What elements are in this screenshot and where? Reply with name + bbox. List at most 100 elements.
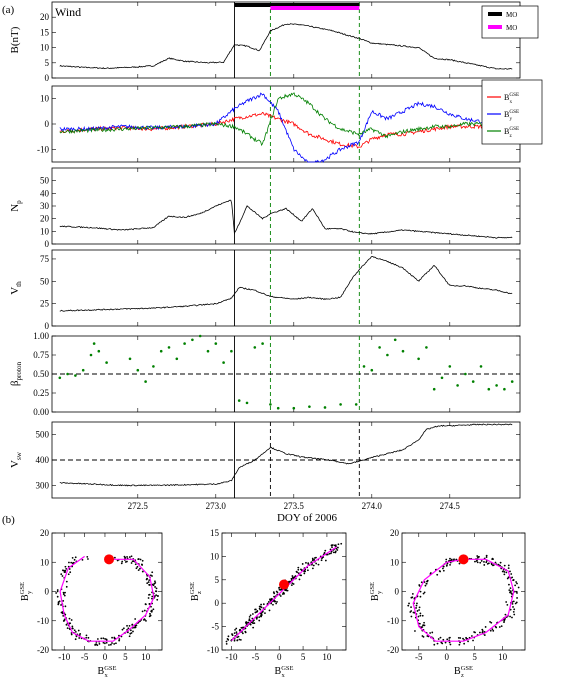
legend-box (481, 79, 543, 145)
x-tick-label: -5 (81, 652, 89, 662)
hodogram-point (321, 557, 323, 560)
x-tick-label: -5 (252, 652, 260, 662)
panel-b-magnitude: 0 5 10 15 20 B(nT) Wind MO MO (9, 1, 539, 83)
hodogram-point (132, 630, 134, 633)
hodogram-point (305, 561, 307, 564)
hodogram-point (503, 618, 506, 621)
hodogram-point (264, 612, 266, 615)
hodogram-point (57, 602, 60, 605)
hodogram-point (251, 613, 254, 615)
y-tick-label: 10 (390, 557, 400, 567)
hodogram-point (241, 632, 244, 635)
hodogram-point (128, 635, 131, 638)
hodogram-point (503, 571, 506, 573)
hodogram-point (463, 642, 466, 645)
legend-label: BGSE z (504, 126, 519, 139)
y-tick-label: 10 (40, 94, 50, 104)
beta-point (58, 376, 62, 380)
hodogram-point (410, 610, 413, 612)
y-tick-label: -20 (387, 645, 399, 655)
y-tick-label: 50 (40, 276, 50, 286)
hodogram-point (253, 622, 256, 625)
hodogram-point (60, 573, 63, 576)
x-tick-label: 274.0 (362, 501, 383, 511)
hodogram-point (149, 614, 152, 617)
series-line (59, 23, 513, 70)
hodogram-point (146, 582, 149, 585)
hodogram-point (124, 557, 127, 559)
y-tick-label: -10 (387, 616, 399, 626)
hodogram-point (60, 604, 62, 606)
hodogram-point (56, 595, 59, 598)
hodogram-point (407, 604, 410, 607)
hodogram-point (296, 571, 299, 574)
y-tick-label: 25 (40, 299, 50, 309)
hodogram-point (108, 644, 110, 646)
hodogram-point (260, 614, 263, 616)
panel-solar-wind-speed: 300 400 500 272.5 273.0 273.5 274.0 274.5 Vsw (9, 421, 521, 511)
hodogram-point (509, 615, 511, 618)
hodogram-point (467, 640, 469, 643)
spacecraft-label: Wind (55, 5, 81, 19)
y-tick-label: 10 (210, 551, 220, 561)
y-tick-label: 0 (395, 587, 400, 597)
hodogram-point (145, 578, 148, 581)
hodogram-point (258, 619, 261, 622)
hodogram-point (445, 558, 448, 561)
hodogram-point (113, 643, 116, 645)
hodogram-point (503, 573, 506, 576)
hodogram-point (142, 619, 145, 621)
beta-point (230, 349, 233, 353)
series-line (59, 92, 513, 147)
beta-point (440, 376, 444, 380)
beta-point (354, 403, 358, 406)
hodogram-point (62, 620, 65, 622)
hodogram-point (239, 638, 242, 641)
series-line (59, 255, 513, 312)
beta-point (456, 384, 459, 387)
beta-point (167, 346, 171, 349)
hodogram-point (439, 636, 442, 639)
hodogram-point (148, 584, 151, 586)
hodogram-point (511, 576, 514, 579)
beta-point (92, 342, 96, 345)
x-tick-label: 272.5 (128, 501, 149, 511)
hodogram-point (485, 556, 488, 559)
panel-label-b: (b) (2, 514, 15, 526)
hodogram-point (85, 636, 88, 639)
hodogram-point (480, 560, 483, 562)
hodogram-point (422, 624, 425, 627)
hodogram-point (254, 608, 257, 611)
beta-point (292, 406, 296, 410)
x-tick-label: 274.5 (440, 501, 461, 511)
hodogram-point (335, 547, 338, 550)
hodogram-point (131, 623, 134, 626)
hodogram-point (70, 633, 73, 636)
hodogram-point (62, 614, 65, 617)
hodogram-point (417, 615, 420, 618)
start-marker (279, 579, 289, 590)
hodogram-point (134, 618, 137, 620)
hodogram-point (139, 558, 142, 561)
hodogram-point (410, 615, 413, 618)
legend-label: MO (506, 11, 517, 19)
hodogram-path (59, 555, 155, 642)
hodogram-point (326, 553, 329, 556)
hodogram-point (79, 632, 82, 635)
hodogram-point (73, 558, 76, 561)
hodogram-point (85, 634, 88, 637)
hodogram-point (509, 587, 512, 590)
y-tick-label: 50 (40, 176, 50, 186)
series-line (59, 92, 513, 163)
hodogram-point (122, 627, 125, 630)
hodogram-point (290, 584, 293, 587)
hodogram-point (73, 629, 76, 632)
hodogram-point (118, 639, 121, 642)
beta-point (495, 384, 498, 387)
hodogram-bx-bz: -10 -5 0 5 10 -10 -5 0 5 10 15 BGSE x BGSEz (189, 528, 347, 677)
hodogram-point (61, 575, 64, 577)
hodogram-point (506, 577, 509, 580)
hodogram-point (120, 562, 123, 565)
hodogram-point (238, 638, 241, 641)
hodogram-point (123, 555, 126, 558)
